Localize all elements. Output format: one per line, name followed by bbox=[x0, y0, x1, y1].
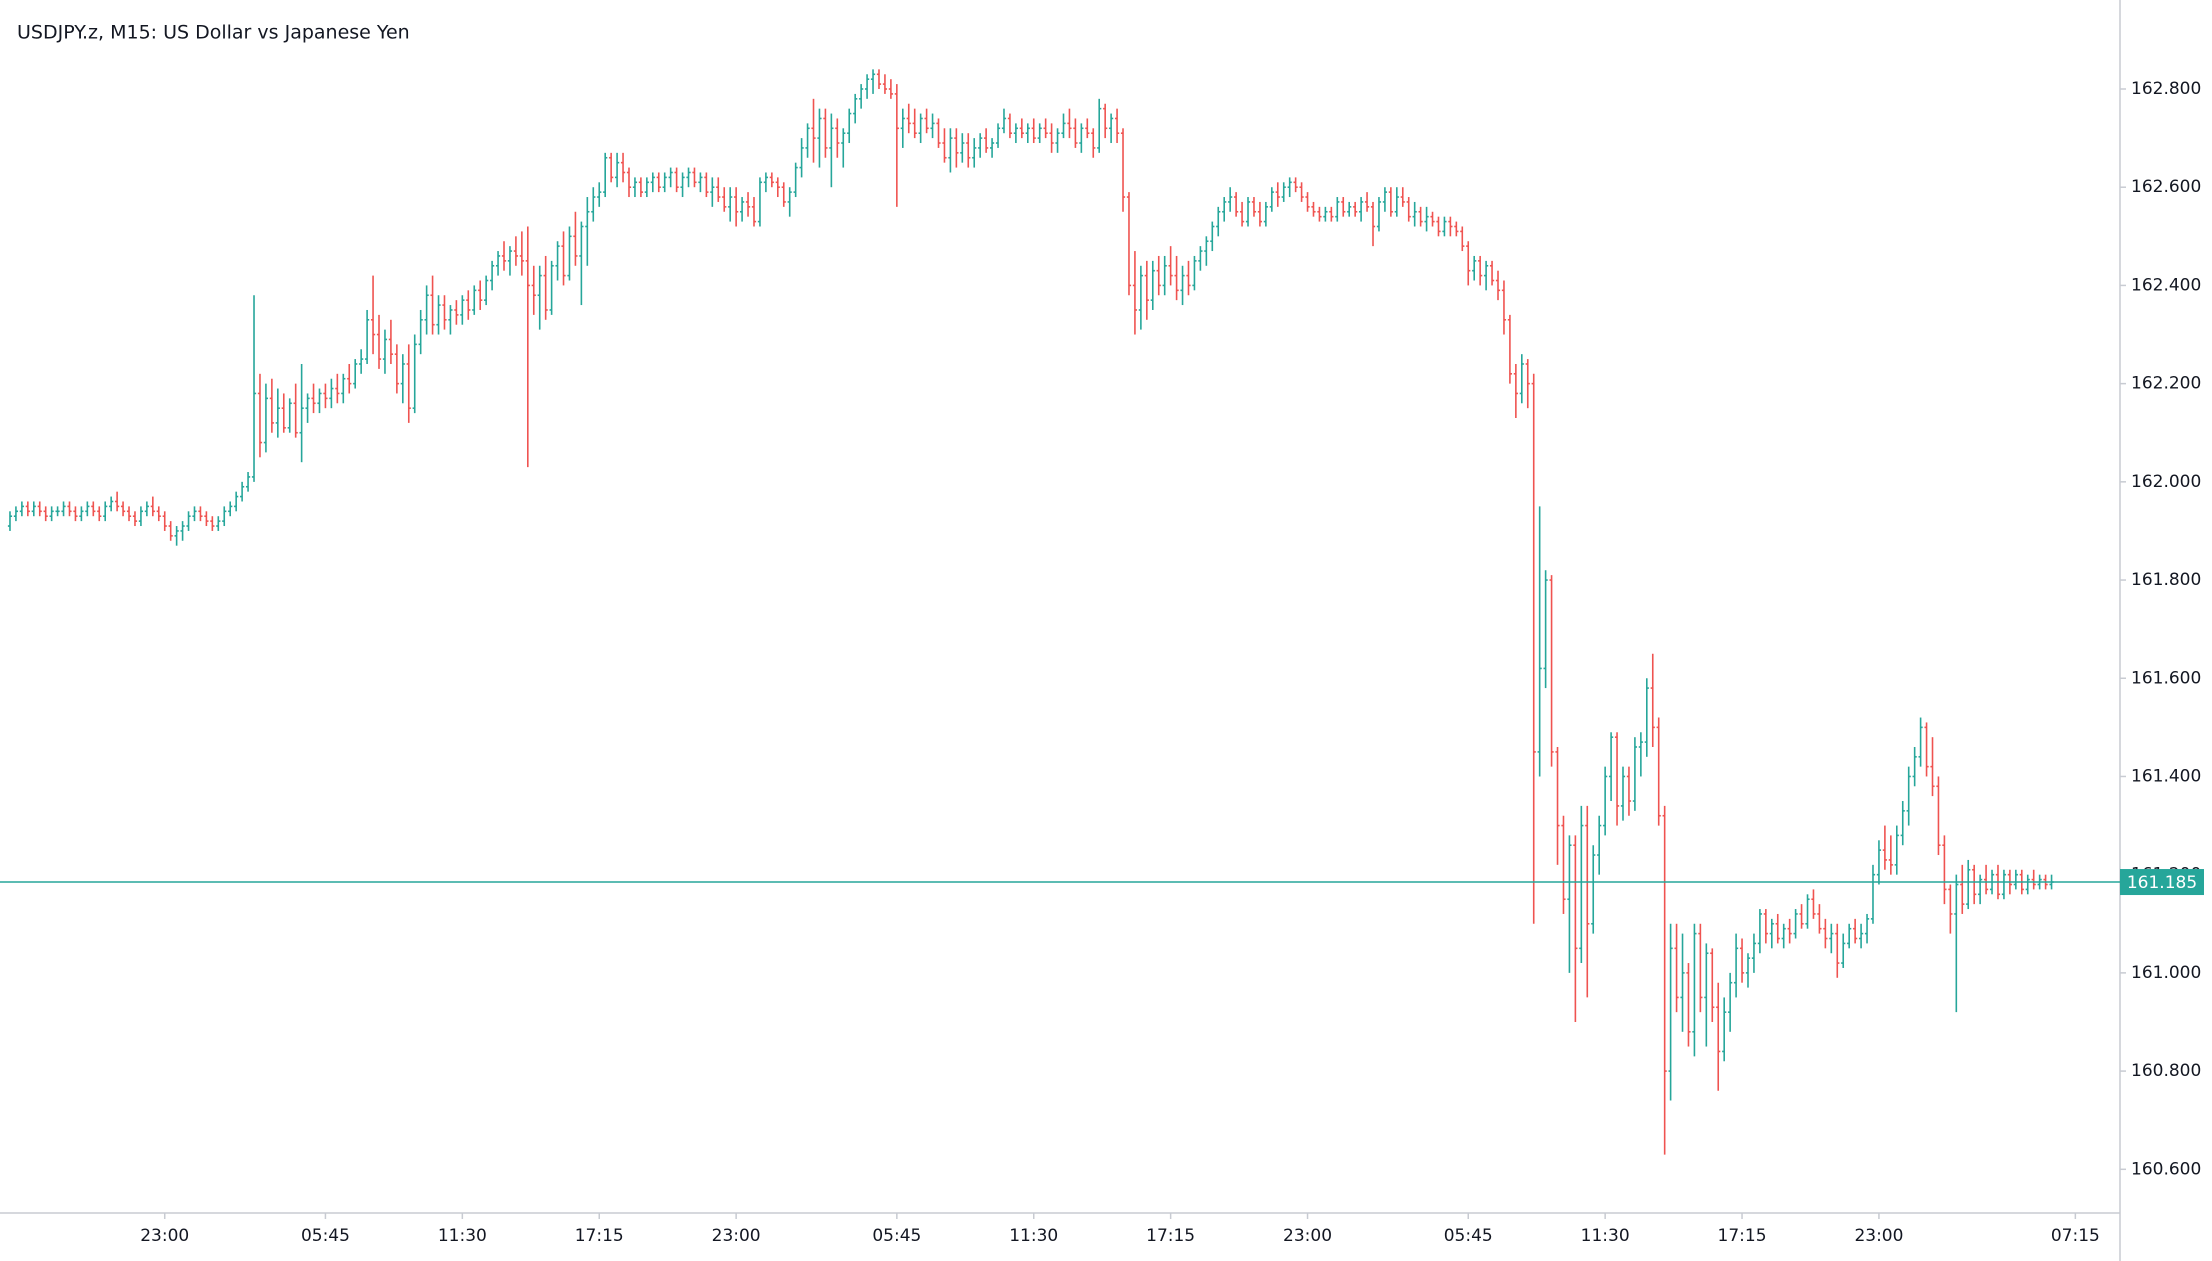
x-tick-label: 07:15 bbox=[2051, 1226, 2100, 1246]
y-tick-label: 160.600 bbox=[2131, 1159, 2201, 1179]
x-tick-label: 17:15 bbox=[1146, 1226, 1195, 1246]
y-tick-label: 162.200 bbox=[2131, 374, 2201, 394]
y-tick-label: 160.800 bbox=[2131, 1061, 2201, 1081]
y-tick-label: 161.600 bbox=[2131, 668, 2201, 688]
y-tick-label: 162.800 bbox=[2131, 79, 2201, 99]
x-tick-label: 17:15 bbox=[575, 1226, 624, 1246]
x-tick-label: 05:45 bbox=[872, 1226, 921, 1246]
overlay: 160.600160.800161.000161.200161.400161.6… bbox=[0, 79, 2204, 1246]
x-tick-label: 23:00 bbox=[140, 1226, 189, 1246]
last-price-box bbox=[2120, 869, 2204, 896]
x-tick-label: 11:30 bbox=[438, 1226, 487, 1246]
bars bbox=[7, 69, 2054, 1155]
y-tick-label: 162.000 bbox=[2131, 472, 2201, 492]
y-tick-label: 162.600 bbox=[2131, 177, 2201, 197]
x-tick-label: 23:00 bbox=[712, 1226, 761, 1246]
x-tick-label: 05:45 bbox=[301, 1226, 350, 1246]
x-tick-label: 17:15 bbox=[1718, 1226, 1767, 1246]
y-tick-label: 161.000 bbox=[2131, 963, 2201, 983]
chart-title: USDJPY.z, M15: US Dollar vs Japanese Yen bbox=[17, 22, 410, 44]
x-tick-label: 23:00 bbox=[1854, 1226, 1903, 1246]
x-tick-label: 23:00 bbox=[1283, 1226, 1332, 1246]
y-tick-label: 161.400 bbox=[2131, 766, 2201, 786]
last-price-label: 161.185 bbox=[2127, 873, 2197, 893]
y-tick-label: 161.800 bbox=[2131, 570, 2201, 590]
x-tick-label: 05:45 bbox=[1444, 1226, 1493, 1246]
x-tick-label: 11:30 bbox=[1009, 1226, 1058, 1246]
x-tick-label: 11:30 bbox=[1581, 1226, 1630, 1246]
y-tick-label: 162.400 bbox=[2131, 275, 2201, 295]
